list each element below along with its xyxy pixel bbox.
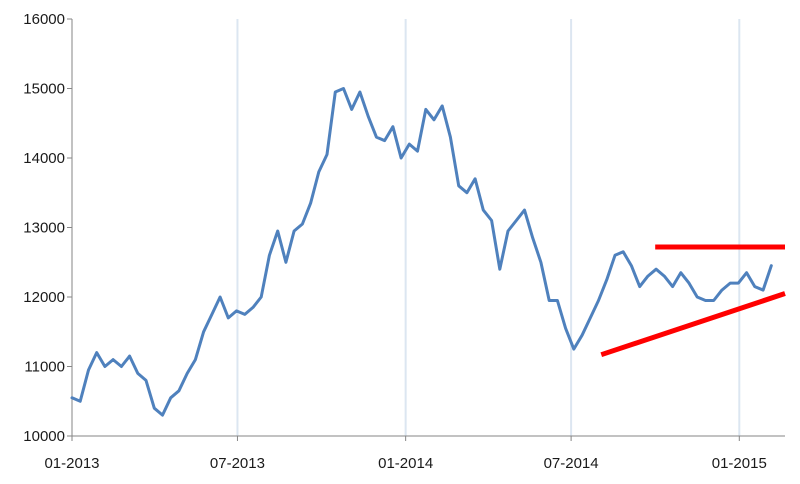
y-tick-label: 11000 <box>24 359 65 376</box>
axes <box>71 19 785 437</box>
series-line <box>70 87 773 417</box>
y-tick-label: 10000 <box>23 428 65 445</box>
x-tick-label: 07-2014 <box>544 455 599 472</box>
x-tick-label: 01-2015 <box>712 455 767 472</box>
trend-annotations <box>600 244 786 358</box>
y-tick-labels: 10000 11000 12000 13000 14000 15000 16000 <box>23 11 72 445</box>
y-tick-label: 14000 <box>23 150 65 167</box>
y-tick-label: 12000 <box>23 289 65 306</box>
x-tick-label: 01-2014 <box>378 455 433 472</box>
x-tick-label: 07-2013 <box>210 455 265 472</box>
x-tick-label: 01-2013 <box>44 455 99 472</box>
y-tick-label: 15000 <box>23 81 65 98</box>
support-trendline <box>600 291 786 358</box>
x-tick-labels: 01-2013 07-2013 01-2014 07-2014 01-2015 <box>44 436 767 472</box>
gridlines <box>236 19 741 436</box>
y-tick-label: 16000 <box>23 11 65 28</box>
y-tick-label: 13000 <box>23 220 65 237</box>
series-layer <box>70 87 773 417</box>
